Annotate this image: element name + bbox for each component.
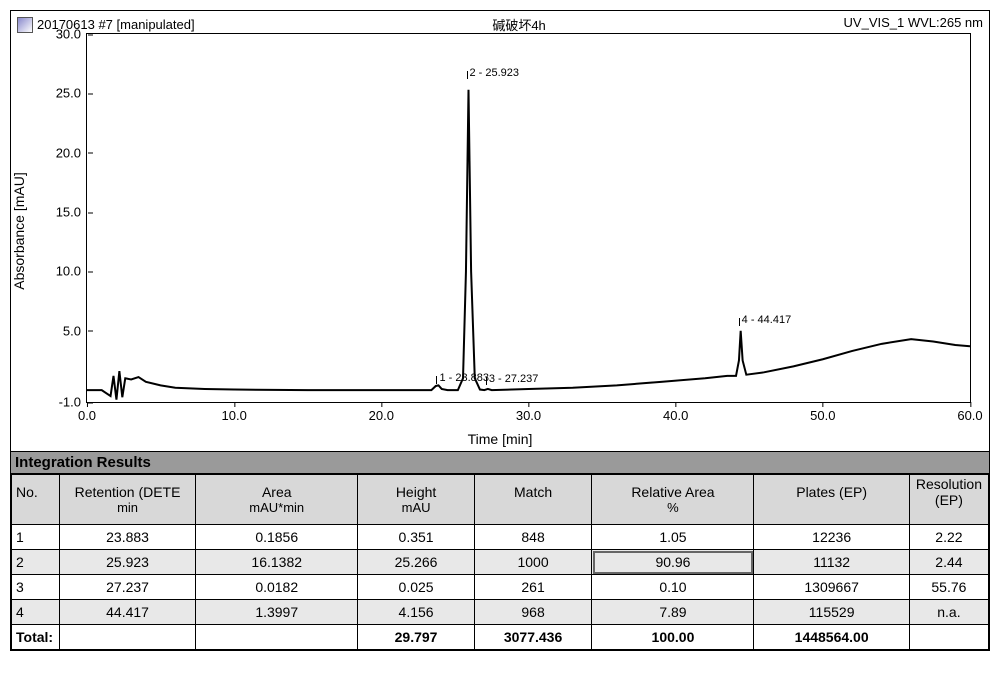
chart-header: 20170613 #7 [manipulated] 碱破坏4h UV_VIS_1…: [11, 15, 989, 34]
table-cell: 3077.436: [474, 625, 592, 650]
table-cell[interactable]: 0.10: [592, 575, 754, 600]
table-row[interactable]: 225.92316.138225.266100090.96111322.44: [12, 550, 989, 575]
table-cell[interactable]: 1: [12, 525, 60, 550]
table-cell[interactable]: 1.05: [592, 525, 754, 550]
y-tick: 15.0: [56, 205, 87, 220]
table-row[interactable]: 444.4171.39974.1569687.89115529n.a.: [12, 600, 989, 625]
table-cell[interactable]: 968: [474, 600, 592, 625]
x-tick: 10.0: [222, 402, 247, 423]
y-tick: 25.0: [56, 86, 87, 101]
table-cell[interactable]: 4.156: [358, 600, 474, 625]
results-title: Integration Results: [11, 452, 989, 474]
table-cell[interactable]: 4: [12, 600, 60, 625]
column-header[interactable]: No.: [12, 475, 60, 525]
y-tick: 20.0: [56, 145, 87, 160]
table-header-row: No. Retention (DETEminAreamAU*minHeightm…: [12, 475, 989, 525]
column-header[interactable]: Match: [474, 475, 592, 525]
results-table[interactable]: No. Retention (DETEminAreamAU*minHeightm…: [11, 474, 989, 650]
table-cell[interactable]: 2: [12, 550, 60, 575]
table-cell[interactable]: 0.0182: [196, 575, 358, 600]
table-cell[interactable]: 1000: [474, 550, 592, 575]
table-cell[interactable]: 25.266: [358, 550, 474, 575]
chromatogram-panel: 20170613 #7 [manipulated] 碱破坏4h UV_VIS_1…: [11, 11, 989, 451]
y-tick: 30.0: [56, 27, 87, 42]
table-cell: [196, 625, 358, 650]
table-cell[interactable]: 0.025: [358, 575, 474, 600]
table-cell[interactable]: n.a.: [909, 600, 988, 625]
table-total-row: Total: 29.7973077.436100.001448564.00: [12, 625, 989, 650]
table-cell[interactable]: 1309667: [754, 575, 909, 600]
peak-label: 4 - 44.417: [739, 314, 792, 326]
y-tick: 5.0: [63, 323, 87, 338]
table-cell[interactable]: 7.89: [592, 600, 754, 625]
table-cell: [60, 625, 196, 650]
table-row[interactable]: 123.8830.18560.3518481.05122362.22: [12, 525, 989, 550]
table-cell[interactable]: 25.923: [60, 550, 196, 575]
column-header[interactable]: HeightmAU: [358, 475, 474, 525]
column-header[interactable]: Plates (EP): [754, 475, 909, 525]
integration-results: Integration Results No. Retention (DETEm…: [11, 451, 989, 650]
table-cell[interactable]: 55.76: [909, 575, 988, 600]
table-cell: 29.797: [358, 625, 474, 650]
column-header[interactable]: Relative Area%: [592, 475, 754, 525]
table-cell: Total:: [12, 625, 60, 650]
table-cell: 1448564.00: [754, 625, 909, 650]
peak-label: 1 - 23.883: [436, 372, 489, 384]
x-tick: 0.0: [78, 402, 96, 423]
sample-name: 碱破坏4h: [195, 15, 844, 34]
x-tick: 50.0: [810, 402, 835, 423]
table-cell[interactable]: 0.1856: [196, 525, 358, 550]
table-cell[interactable]: 23.883: [60, 525, 196, 550]
x-tick: 40.0: [663, 402, 688, 423]
column-header[interactable]: Resolution (EP): [909, 475, 988, 525]
y-tick: 10.0: [56, 264, 87, 279]
table-cell[interactable]: 2.44: [909, 550, 988, 575]
sample-icon: [17, 17, 33, 33]
table-cell[interactable]: 16.1382: [196, 550, 358, 575]
table-cell: 100.00: [592, 625, 754, 650]
table-cell[interactable]: 44.417: [60, 600, 196, 625]
report-container: 20170613 #7 [manipulated] 碱破坏4h UV_VIS_1…: [10, 10, 990, 651]
chromatogram-trace: [87, 34, 970, 402]
y-axis-label: Absorbance [mAU]: [11, 172, 27, 290]
table-row[interactable]: 327.2370.01820.0252610.10130966755.76: [12, 575, 989, 600]
table-cell: [909, 625, 988, 650]
x-tick: 20.0: [369, 402, 394, 423]
peak-label: 2 - 25.923: [467, 67, 520, 79]
plot-area[interactable]: -1.05.010.015.020.025.030.00.010.020.030…: [86, 33, 971, 403]
peak-label: 3 - 27.237: [486, 373, 539, 385]
table-cell[interactable]: 2.22: [909, 525, 988, 550]
table-cell[interactable]: 261: [474, 575, 592, 600]
column-header[interactable]: AreamAU*min: [196, 475, 358, 525]
detector-label: UV_VIS_1 WVL:265 nm: [844, 15, 983, 34]
table-cell[interactable]: 115529: [754, 600, 909, 625]
table-cell[interactable]: 848: [474, 525, 592, 550]
table-cell[interactable]: 27.237: [60, 575, 196, 600]
table-cell[interactable]: 12236: [754, 525, 909, 550]
x-tick: 30.0: [516, 402, 541, 423]
table-cell[interactable]: 0.351: [358, 525, 474, 550]
table-cell[interactable]: 3: [12, 575, 60, 600]
x-tick: 60.0: [957, 402, 982, 423]
table-cell[interactable]: 90.96: [592, 550, 754, 575]
x-axis-label: Time [min]: [468, 431, 533, 447]
table-cell[interactable]: 11132: [754, 550, 909, 575]
column-header[interactable]: Retention (DETEmin: [60, 475, 196, 525]
table-cell[interactable]: 1.3997: [196, 600, 358, 625]
